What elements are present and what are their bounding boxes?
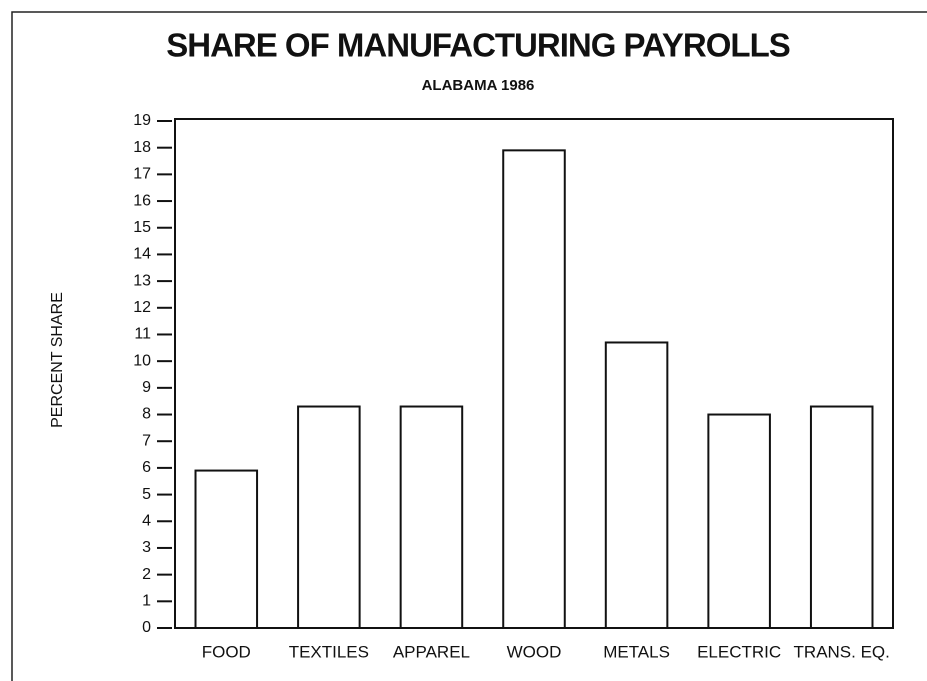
y-tick-label: 1	[142, 593, 151, 610]
bar	[194, 469, 259, 630]
chart-subtitle: ALABAMA 1986	[422, 77, 535, 94]
x-tick-label: APPAREL	[393, 642, 470, 661]
y-tick-label: 16	[133, 192, 151, 209]
y-tick-label: 2	[142, 566, 151, 583]
y-tick-label: 11	[134, 326, 151, 343]
y-tick-label: 3	[142, 539, 151, 556]
y-tick-label: 15	[133, 219, 151, 236]
y-axis-label: PERCENT SHARE	[49, 292, 66, 428]
y-tick-label: 13	[133, 272, 151, 289]
x-tick-label: ELECTRIC	[697, 642, 781, 661]
x-tick-label: FOOD	[202, 642, 251, 661]
bar	[399, 405, 464, 629]
y-tick-label: 12	[133, 299, 151, 316]
y-tick-label: 18	[133, 139, 151, 156]
bar	[297, 405, 361, 629]
y-tick-label: 0	[142, 619, 151, 636]
bar	[707, 413, 771, 629]
bar	[604, 341, 669, 629]
y-tick-label: 8	[142, 406, 151, 423]
x-tick-label: WOOD	[507, 642, 562, 661]
page-frame	[11, 11, 927, 681]
bar	[502, 149, 566, 629]
y-tick-label: 17	[133, 166, 151, 183]
x-tick-label: METALS	[603, 642, 670, 661]
chart-title: SHARE OF MANUFACTURING PAYROLLS	[166, 27, 790, 64]
y-tick-label: 9	[142, 379, 151, 396]
y-tick-label: 6	[142, 459, 151, 476]
x-tick-label: TEXTILES	[289, 642, 369, 661]
y-tick-label: 14	[133, 246, 151, 263]
y-tick-label: 19	[133, 112, 151, 129]
y-tick-label: 4	[142, 512, 151, 529]
y-tick-label: 7	[142, 432, 151, 449]
y-tick-label: 5	[142, 486, 151, 503]
x-tick-label: TRANS. EQ.	[794, 642, 890, 661]
bar	[809, 405, 874, 629]
y-tick-label: 10	[133, 352, 151, 369]
